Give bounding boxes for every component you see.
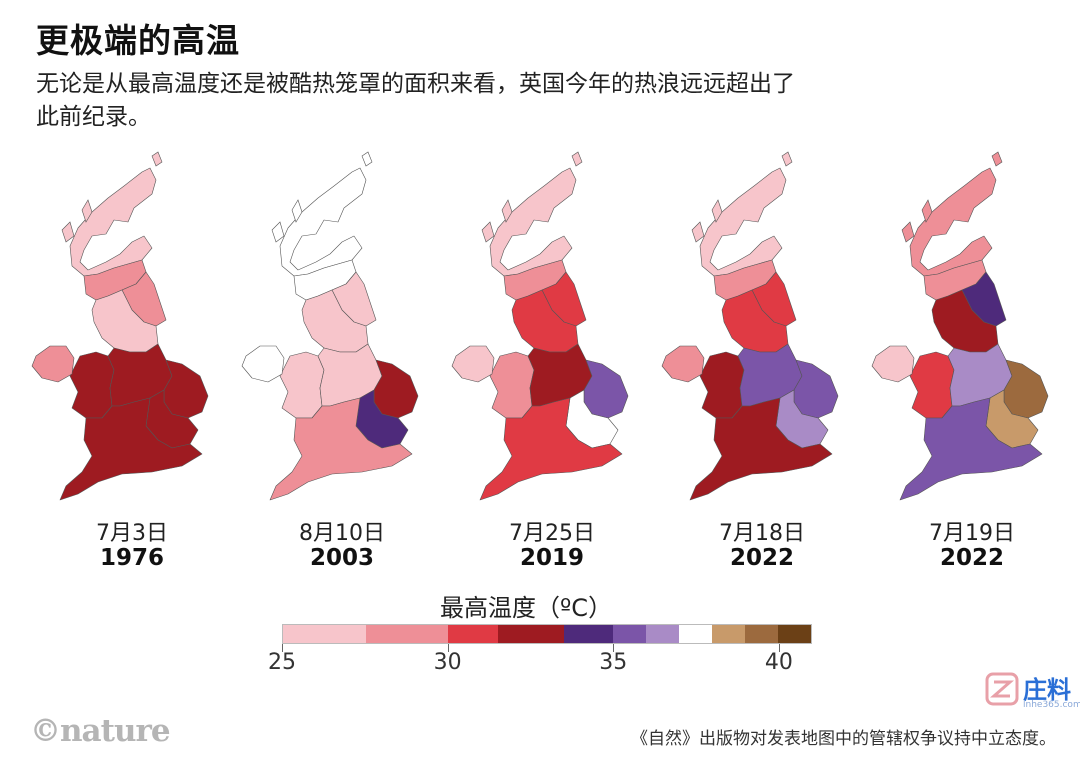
map-date-1976: 7月3日: [96, 521, 168, 546]
map-region-south: [479, 397, 623, 501]
map-island: [571, 151, 583, 167]
legend-tick: [447, 644, 449, 652]
map-region-ireland: [451, 345, 495, 383]
uk-map-2022-0719: [871, 151, 1049, 501]
map-island: [501, 199, 513, 223]
legend-swatch: [778, 625, 811, 643]
legend-swatch: [646, 625, 679, 643]
map-region-scotland: [699, 167, 787, 277]
legend-tick: [613, 644, 615, 652]
map-region-scotland: [909, 167, 997, 277]
map-row: [22, 150, 1062, 510]
map-year-2019: 2019: [519, 545, 584, 571]
map-region-south: [899, 397, 1043, 501]
legend-tick-label: 35: [599, 650, 628, 675]
map-island: [991, 151, 1003, 167]
watermark-logo-icon: [985, 672, 1019, 706]
legend-swatch: [613, 625, 646, 643]
map-island: [271, 221, 285, 243]
map-date-2003: 8月10日: [299, 521, 385, 546]
map-region-scotland: [489, 167, 577, 277]
map-region-east: [793, 359, 839, 419]
legend-tick: [778, 644, 780, 652]
map-region-east: [373, 359, 419, 419]
watermark-url: lnhe365.com: [1023, 700, 1080, 710]
map-region-south: [59, 397, 203, 501]
map-disclaimer: 《自然》出版物对发表地图中的管辖权争议持中立态度。: [631, 729, 1056, 749]
map-region-scotland: [69, 167, 157, 277]
figure-subtitle: 无论是从最高温度还是被酷热笼罩的面积来看，英国今年的热浪远远超出了此前纪录。: [36, 71, 795, 130]
legend-labels: 25 30 35 40: [268, 650, 812, 680]
map-island: [291, 199, 303, 223]
map-date-2019: 7月25日: [509, 521, 595, 546]
map-region-ireland: [871, 345, 915, 383]
legend-tick-label: 40: [764, 650, 793, 675]
map-panel-2003: [232, 150, 432, 510]
legend-swatch: [679, 625, 712, 643]
map-region-east: [163, 359, 209, 419]
uk-map-1976: [31, 151, 209, 501]
map-panel-2019: [442, 150, 642, 510]
map-panel-1976: [22, 150, 222, 510]
map-region-wales: [699, 351, 745, 419]
map-region-south: [689, 397, 833, 501]
map-island: [691, 221, 705, 243]
map-island: [481, 221, 495, 243]
legend-swatch: [497, 625, 564, 643]
legend-swatch: [448, 625, 498, 643]
map-panel-2022-0718: [652, 150, 852, 510]
map-island: [151, 151, 163, 167]
legend-tick-label: 25: [268, 650, 296, 675]
map-year-2022-0718: 2022: [729, 545, 794, 571]
watermark-text: 庄料: [1023, 676, 1071, 704]
map-region-wales: [489, 351, 535, 419]
legend-swatch: [563, 625, 613, 643]
map-region-ireland: [31, 345, 75, 383]
map-island: [361, 151, 373, 167]
legend-swatch: [283, 625, 366, 643]
map-region-wales: [69, 351, 115, 419]
legend-color-bar: [282, 624, 812, 644]
legend-swatch: [745, 625, 778, 643]
nature-logo: ©nature: [30, 713, 171, 749]
map-date-2022-0718: 7月18日: [719, 521, 805, 546]
map-region-ireland: [661, 345, 705, 383]
map-year-2022-0719: 2022: [939, 545, 1004, 571]
map-region-east: [583, 359, 629, 419]
map-region-south: [269, 397, 413, 501]
map-island: [61, 221, 75, 243]
map-region-ireland: [241, 345, 285, 383]
map-panel-2022-0719: [862, 150, 1062, 510]
legend-swatch: [365, 625, 448, 643]
map-region-wales: [279, 351, 325, 419]
map-region-scotland: [279, 167, 367, 277]
map-island: [711, 199, 723, 223]
map-region-east: [1003, 359, 1049, 419]
legend-swatch: [712, 625, 745, 643]
uk-map-2019: [451, 151, 629, 501]
map-island: [781, 151, 793, 167]
map-year-1976: 1976: [99, 545, 164, 571]
legend-tick-label: 30: [433, 650, 462, 675]
map-year-2003: 2003: [309, 545, 374, 571]
legend-tick: [282, 644, 283, 652]
map-region-wales: [909, 351, 955, 419]
legend-ticks: [282, 644, 812, 654]
map-island: [921, 199, 933, 223]
legend-title: 最高温度（ºC）: [440, 594, 613, 622]
watermark: 庄料 lnhe365.com: [985, 668, 1080, 714]
map-island: [81, 199, 93, 223]
map-island: [901, 221, 915, 243]
figure-title: 更极端的高温: [36, 21, 240, 60]
map-date-2022-0719: 7月19日: [929, 521, 1015, 546]
uk-map-2003: [241, 151, 419, 501]
uk-map-2022-0718: [661, 151, 839, 501]
